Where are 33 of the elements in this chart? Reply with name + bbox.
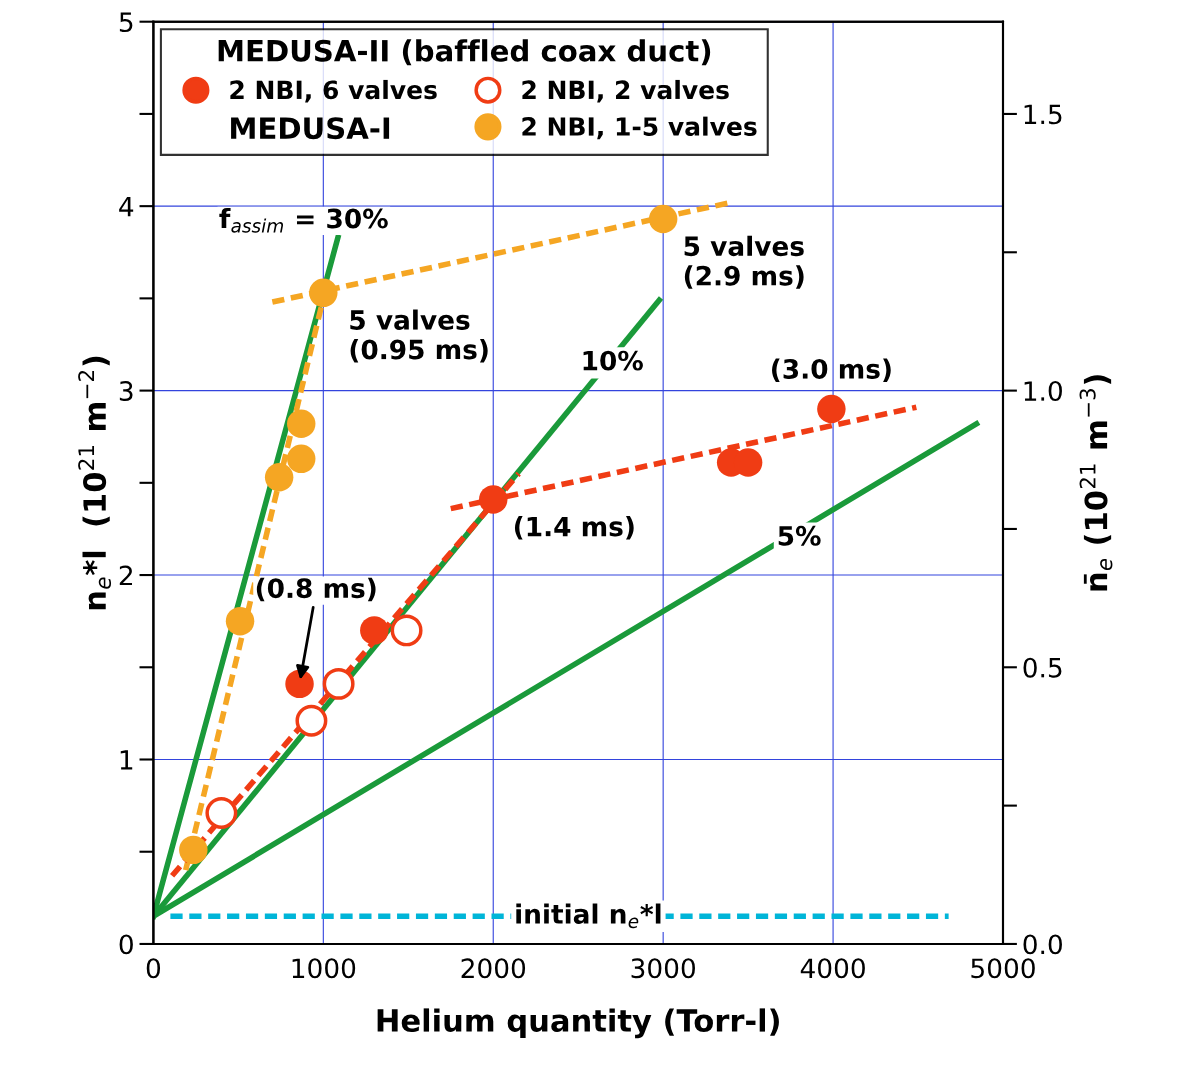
legend-label: 2 NBI, 6 valves [230,79,437,103]
annotation: initial n$_{e}$*l [516,903,661,929]
annotation: 10% [583,350,643,371]
annotation: (0.8 ms) [256,577,376,602]
x-tick-label: 5000 [971,958,1035,979]
legend-label: 2 NBI, 2 valves [522,79,729,103]
annotation: (1.4 ms) [514,516,634,540]
x-tick-label: 3000 [631,958,695,979]
y-axis-title: n$_{e}$*l (10$^{21}$ m$^{−2}$) [78,356,112,610]
x-tick-label: 0 [146,958,161,979]
legend-title: MEDUSA-II (baffled coax duct) [218,39,711,66]
x-axis-title: Helium quantity (Torr-l) [377,1008,779,1039]
annotation: MEDUSA-I [231,117,390,140]
y-tick-label: 2 [119,565,133,586]
y2-tick-label: 0.0 [1023,934,1062,955]
y2-tick-label: 0.5 [1023,657,1062,678]
annotation: (3.0 ms) [772,358,891,383]
y-tick-label: 3 [119,381,133,401]
annotation: f$_{assim}$ = 30% [219,208,388,233]
legend-label: 2 NBI, 1-5 valves [522,116,757,140]
x-tick-label: 1000 [292,958,356,979]
y2-axis-title: n̄$_{e}$ (10$^{21}$ m$^{−3}$) [1079,375,1113,591]
y-tick-label: 1 [120,750,133,770]
y-tick-label: 5 [119,12,133,33]
y-tick-label: 0 [119,934,133,955]
y2-tick-label: 1.0 [1024,381,1062,402]
annotation: 5 valves (0.95 ms) [350,309,488,363]
annotation: 5 valves (2.9 ms) [684,235,804,289]
x-tick-label: 2000 [461,958,526,979]
y2-tick-label: 1.5 [1024,104,1062,125]
annotation: 5% [778,525,821,546]
y-tick-label: 4 [119,196,134,217]
x-tick-label: 4000 [800,958,865,979]
